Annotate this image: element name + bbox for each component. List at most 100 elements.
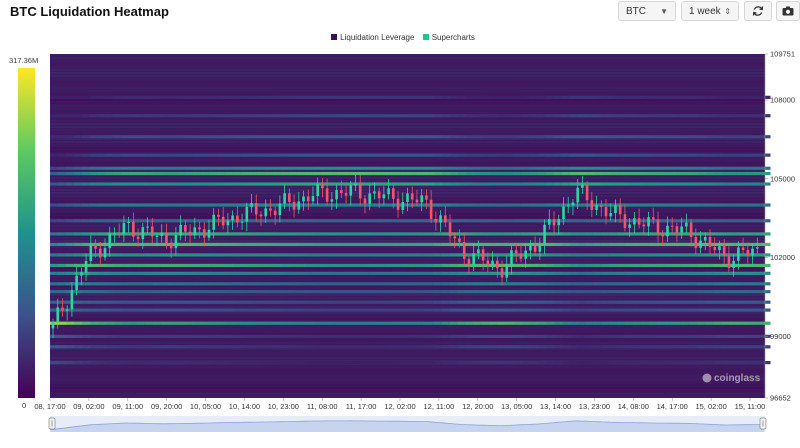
liquidation-level-cell (298, 95, 307, 99)
liquidation-level-cell (378, 300, 387, 304)
liquidation-level-cell (554, 135, 563, 139)
heatmap-texture-band (50, 69, 765, 71)
liquidation-level-cell (642, 232, 651, 236)
liquidation-level-cell (690, 182, 699, 186)
liquidation-level-cell (522, 290, 531, 294)
candle-body (420, 195, 423, 203)
liquidation-level-cell (98, 334, 107, 338)
liquidation-level-cell (586, 282, 595, 286)
liquidation-level-cell (666, 203, 675, 207)
liquidation-level-cell (378, 290, 387, 294)
liquidation-level-cell (514, 135, 523, 139)
liquidation-level-cell (226, 232, 235, 236)
liquidation-level-cell (730, 166, 739, 170)
liquidation-level-cell (642, 300, 651, 304)
liquidation-level-cell (706, 166, 715, 170)
liquidation-level-cell (578, 345, 587, 349)
liquidation-level-cell (754, 219, 763, 223)
liquidation-level-cell (666, 242, 675, 247)
liquidation-level-cell (282, 242, 291, 247)
liquidation-level-cell (298, 308, 307, 312)
liquidation-level-cell (570, 203, 579, 207)
liquidation-level-cell (690, 114, 699, 118)
liquidation-level-cell (426, 166, 435, 170)
liquidation-level-cell (162, 135, 171, 139)
liquidation-level-cell (290, 135, 299, 139)
liquidation-level-cell (642, 271, 651, 275)
liquidation-level-cell (698, 308, 707, 312)
x-tick-label: 11, 08:00 (307, 402, 338, 411)
refresh-button[interactable] (744, 1, 772, 21)
liquidation-level-cell (82, 135, 91, 139)
liquidation-level-cell (90, 290, 99, 294)
legend-label-leverage[interactable]: Liquidation Leverage (340, 33, 415, 42)
liquidation-level-cell (674, 114, 683, 118)
liquidation-level-cell (122, 360, 131, 365)
liquidation-level-cell (538, 203, 547, 207)
liquidation-level-cell (730, 253, 739, 257)
liquidation-level-cell (162, 360, 171, 365)
candle-body (236, 215, 239, 223)
liquidation-level-cell (450, 135, 459, 139)
heatmap-texture-band (50, 315, 765, 317)
liquidation-level-cell (754, 360, 763, 365)
liquidation-level-cell (650, 135, 659, 139)
liquidation-level-cell (714, 360, 723, 365)
liquidation-level-cell (282, 300, 291, 304)
liquidation-level-cell (202, 300, 211, 304)
heatmap-texture-band (50, 339, 765, 341)
liquidation-level-cell (58, 219, 67, 223)
liquidation-level-cell (578, 153, 587, 157)
symbol-select[interactable]: BTC ▼ (618, 1, 676, 21)
liquidation-level-cell (266, 171, 275, 176)
x-axis: 08, 17:00 09, 02:00 09, 11:00 09, 20:00 10, … (34, 398, 765, 411)
legend-label-supercharts[interactable]: Supercharts (431, 33, 475, 42)
liquidation-level-cell (234, 171, 243, 176)
liquidation-level-cell (602, 135, 611, 139)
liquidation-level-cell (74, 253, 83, 257)
liquidation-level-cell (122, 135, 131, 139)
liquidation-level-cell (466, 242, 475, 247)
candle-body (264, 208, 267, 217)
candle-body (458, 238, 461, 242)
liquidation-level-cell (522, 182, 531, 186)
liquidation-level-cell (458, 253, 467, 257)
liquidation-level-cell (194, 114, 203, 118)
liquidation-level-cell (290, 219, 299, 223)
liquidation-level-cell (362, 300, 371, 304)
liquidation-level-cell (482, 182, 491, 186)
heatmap-texture-band (50, 165, 765, 167)
candle-body (552, 219, 556, 226)
liquidation-level-cell (362, 135, 371, 139)
liquidation-level-cell (762, 263, 771, 268)
liquidation-level-cell (98, 219, 107, 223)
liquidation-level-cell (450, 308, 459, 312)
range-select[interactable]: 1 week ⇕ (681, 1, 739, 21)
liquidation-level-cell (378, 182, 387, 186)
liquidation-level-cell (170, 232, 179, 236)
liquidation-level-cell (346, 334, 355, 338)
liquidation-level-cell (338, 166, 347, 170)
candle-body (425, 195, 428, 200)
liquidation-level-cell (594, 300, 603, 304)
liquidation-level-cell (290, 263, 299, 268)
candle-body (94, 245, 97, 249)
liquidation-level-cell (170, 166, 179, 170)
candle-body (557, 219, 561, 226)
liquidation-level-cell (578, 166, 587, 170)
liquidation-level-cell (570, 300, 579, 304)
liquidation-level-cell (202, 253, 211, 257)
liquidation-level-cell (194, 242, 203, 247)
range-navigator[interactable] (48, 416, 767, 432)
liquidation-level-cell (458, 153, 467, 157)
liquidation-level-cell (386, 153, 395, 157)
liquidation-level-cell (522, 114, 531, 118)
liquidation-level-cell (194, 135, 203, 139)
liquidation-level-cell (242, 171, 251, 176)
liquidation-level-cell (98, 242, 107, 247)
heatmap-texture-band (50, 57, 765, 59)
liquidation-level-cell (466, 334, 475, 338)
liquidation-level-cell (722, 321, 731, 325)
candle-body (75, 275, 78, 291)
liquidation-level-cell (578, 263, 587, 268)
